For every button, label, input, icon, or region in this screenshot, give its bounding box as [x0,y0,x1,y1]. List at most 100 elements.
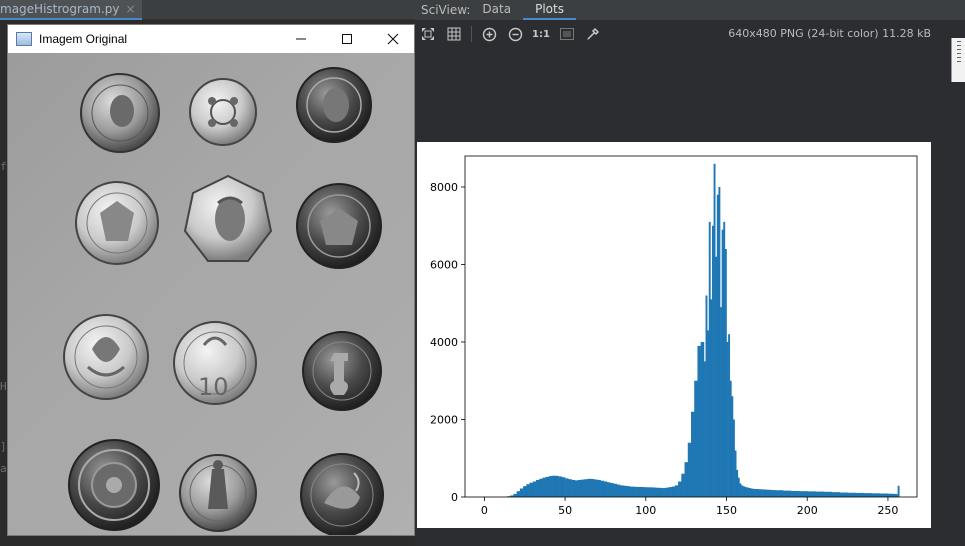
coin [300,453,384,535]
histogram-bar [661,488,666,497]
histogram-bar [887,493,894,497]
histogram-bar [716,194,719,497]
zoom-in-icon[interactable] [476,22,502,46]
coin: 10 [173,321,257,405]
gutter-mark: f [0,160,7,173]
y-tick-label: 6000 [430,259,458,272]
histogram-bar [607,482,611,497]
histogram-bar [708,221,711,498]
coins-illustration: 10 [63,67,384,535]
histogram-bar [736,469,739,498]
histogram-bar [726,342,729,497]
gutter-mark: H [0,380,7,393]
minimize-button[interactable] [278,25,324,53]
window-title: Imagem Original [39,32,128,46]
histogram-bar [516,491,521,497]
eyedropper-icon[interactable] [580,22,606,46]
coin [183,174,273,262]
histogram-bar [715,256,718,497]
histogram-bar [600,480,605,497]
histogram-bar [545,476,550,497]
histogram-bar [705,295,708,497]
histogram-bar [542,477,547,498]
histogram-bar [655,487,660,497]
histogram-bar [652,487,656,497]
tab-data[interactable]: Data [482,2,512,16]
histogram-bar [747,487,750,497]
background-icon[interactable] [554,22,580,46]
actual-size-button[interactable]: 1:1 [532,28,550,40]
histogram-bar [707,330,710,498]
histogram-bar [561,477,566,497]
histogram-bar [711,225,714,497]
histogram-bar [703,361,706,498]
histogram-bar [741,485,743,498]
fit-to-window-icon[interactable] [415,22,441,46]
histogram-bar [626,486,630,497]
histogram-bar [855,492,865,497]
histogram-bar [568,479,572,497]
histogram-bar [762,489,766,497]
y-tick-label: 4000 [430,336,458,349]
histogram-bar [737,477,740,498]
histogram-bar [619,485,624,498]
histogram-bar [574,480,579,497]
tab-plots[interactable]: Plots [523,0,576,20]
y-tick-label: 2000 [430,414,458,427]
histogram-bar [897,485,900,497]
histogram-bar [636,486,640,497]
coin [75,181,159,265]
zoom-out-icon[interactable] [502,22,528,46]
histogram-bar [584,479,588,497]
histogram-bar [613,483,618,497]
histogram-bar [742,486,745,497]
side-scroll-widget[interactable] [951,38,965,82]
close-button[interactable] [370,25,416,53]
opencv-window[interactable]: Imagem Original [7,24,415,536]
grid-icon[interactable] [441,22,467,46]
coin [189,78,257,146]
histogram-bar [523,486,527,497]
histogram-bar [526,484,530,497]
sciview-header: SciView: Data Plots [415,0,965,20]
maximize-button[interactable] [324,25,370,53]
histogram-bar [668,487,672,497]
toolbar-separator [471,26,472,42]
histogram-bar [552,475,556,497]
histogram-bar [555,475,559,497]
x-tick-label: 150 [716,504,737,517]
histogram-bar [639,486,643,497]
histogram-bar [697,345,701,498]
histogram-bar [587,478,592,497]
histogram-bar [713,163,716,497]
x-tick-label: 0 [481,504,488,517]
histogram-bar [691,411,695,497]
editor-tab[interactable]: mageHistrogram.py × [0,0,142,20]
window-titlebar[interactable]: Imagem Original [8,25,414,53]
histogram-bar [783,490,792,497]
histogram-chart: 0 50 100 150 200 250 0 2000 4000 6000 8000 [430,155,918,517]
histogram-bar [720,307,722,497]
editor-tab-label: mageHistrogram.py [0,2,120,16]
histogram-bar [734,450,737,497]
histogram-bar [823,491,832,497]
close-icon[interactable]: × [125,2,136,16]
coin [63,314,149,400]
histogram-bar [529,482,534,497]
histogram-bar [807,491,816,497]
y-tick-label: 0 [451,491,458,504]
histogram-bar [632,486,637,497]
histogram-bar [510,495,514,497]
histogram-bar [765,489,769,497]
y-tick-label: 8000 [430,181,458,194]
histogram-bar [548,476,553,497]
histogram-bar [731,396,734,497]
svg-text:10: 10 [198,373,229,401]
x-tick-label: 50 [558,504,572,517]
histogram-bar [728,334,731,497]
histogram-bar [674,485,679,498]
histogram-bar [687,442,692,497]
coin [68,439,160,531]
histogram-bar [603,481,608,497]
histogram-bar [581,479,585,497]
